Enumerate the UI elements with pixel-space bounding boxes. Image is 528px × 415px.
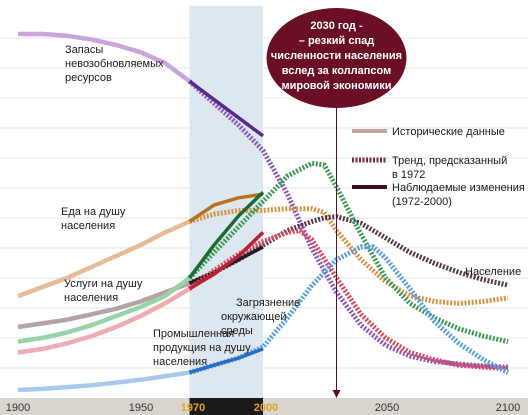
legend-label-historical: Исторические данные [392,126,505,138]
label-industry-2: продукция на душу [153,342,251,354]
x-axis: 1900 1950 1970 2000 2050 2100 [0,398,528,415]
callout-line-3: численности населения [271,50,402,62]
x-tick-1900: 1900 [6,402,30,414]
series-0-observed-line [188,79,265,138]
x-axis-bar [0,398,528,415]
label-food-1: Еда на душу [61,206,126,218]
series-4-historical-line [17,286,191,355]
label-food-2: населения [61,220,115,232]
label-pollution-3: среды [221,325,253,337]
label-pollution-1: Загрязнение [236,297,300,309]
label-resources-1: Запасы [65,44,103,56]
series-5-predicted-line [188,244,510,375]
label-resources-2: невозобновляемых [65,58,164,70]
series-1-historical-line [17,219,191,299]
x-tick-1950: 1950 [129,402,153,414]
label-industry-3: населения [153,356,207,368]
legend-label-observed-1: Наблюдаемые изменения [392,182,525,194]
callout-line-2: – резкий спад [299,35,374,47]
series-labels: Запасы невозобновляемых ресурсов Еда на … [61,44,521,368]
series-4-observed-line [188,231,265,291]
x-axis-highlight-segment [189,398,263,415]
series-5-observed-line [189,347,264,375]
series-1-observed-line [188,192,264,223]
callout-line-4: вслед за коллапсом [282,65,391,77]
label-services-1: Услуги на душу [64,278,143,290]
callout-line-5: мировой экономики [281,80,391,92]
series-5-historical-line [17,370,190,393]
label-pollution-2: окружающей [221,311,286,323]
label-population: Население [465,266,521,278]
callout-bubble: 2030 год - – резкий спад численности нас… [266,8,407,108]
label-services-2: населения [64,292,118,304]
legend-label-observed-2: (1972-2000) [392,196,452,208]
series-3-observed-line [188,191,265,279]
series-0-predicted-line [187,79,509,370]
x-tick-1970: 1970 [181,402,205,414]
x-tick-2000: 2000 [254,402,278,414]
legend-label-predicted-1: Тренд, предсказанный [392,155,507,167]
x-tick-2100: 2100 [496,402,520,414]
series-2-historical-line [17,281,191,330]
legend: Исторические данные Тренд, предсказанный… [352,126,525,208]
callout-arrowhead [332,390,341,398]
series-0-historical-line [18,31,191,84]
x-tick-2050: 2050 [375,402,399,414]
label-industry-1: Промышленная [153,328,234,340]
legend-label-predicted-2: в 1972 [392,169,425,181]
callout-line-1: 2030 год - [310,20,363,32]
series-3-historical-line [17,276,191,344]
label-resources-3: ресурсов [65,72,112,84]
